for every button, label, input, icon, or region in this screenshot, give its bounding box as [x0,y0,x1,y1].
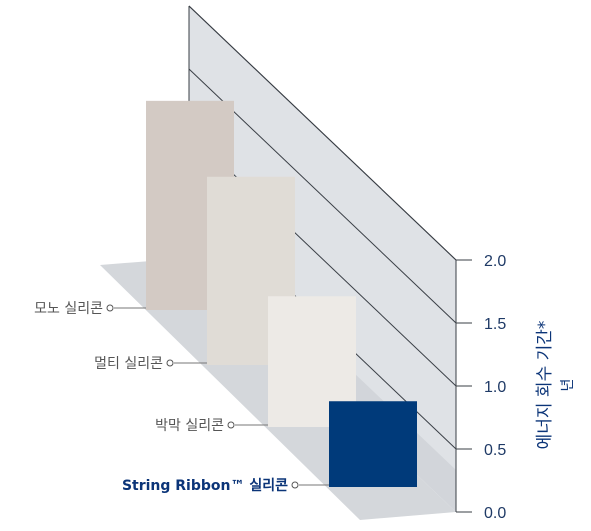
category-label: 멀티 실리콘 [94,356,163,372]
category-label: 박막 실리콘 [155,418,224,434]
y-tick-label: 1.5 [484,316,506,333]
y-axis-unit: 년 [560,379,576,392]
category-label: String Ribbon™ 실리콘 [122,478,288,494]
wall-edge [188,5,457,261]
y-tick-label: 1.0 [484,379,506,396]
y-tick-label: 0.5 [484,442,506,459]
leader-marker [106,304,114,312]
chart-back-wall-highlight [189,6,456,470]
leader-marker [227,421,235,429]
y-tick-label: 2.0 [484,253,506,270]
y-tick-label: 0.0 [484,505,506,522]
bars [146,100,417,487]
leader-marker [166,359,174,367]
category-label: 모노 실리콘 [34,301,103,317]
y-axis-title: 에너지 회수 기간* [535,321,555,450]
bar-4 [329,401,417,487]
y-axis-ticks: 0.0 0.5 1.0 1.5 2.0 [456,253,506,522]
leader-marker [291,481,299,489]
